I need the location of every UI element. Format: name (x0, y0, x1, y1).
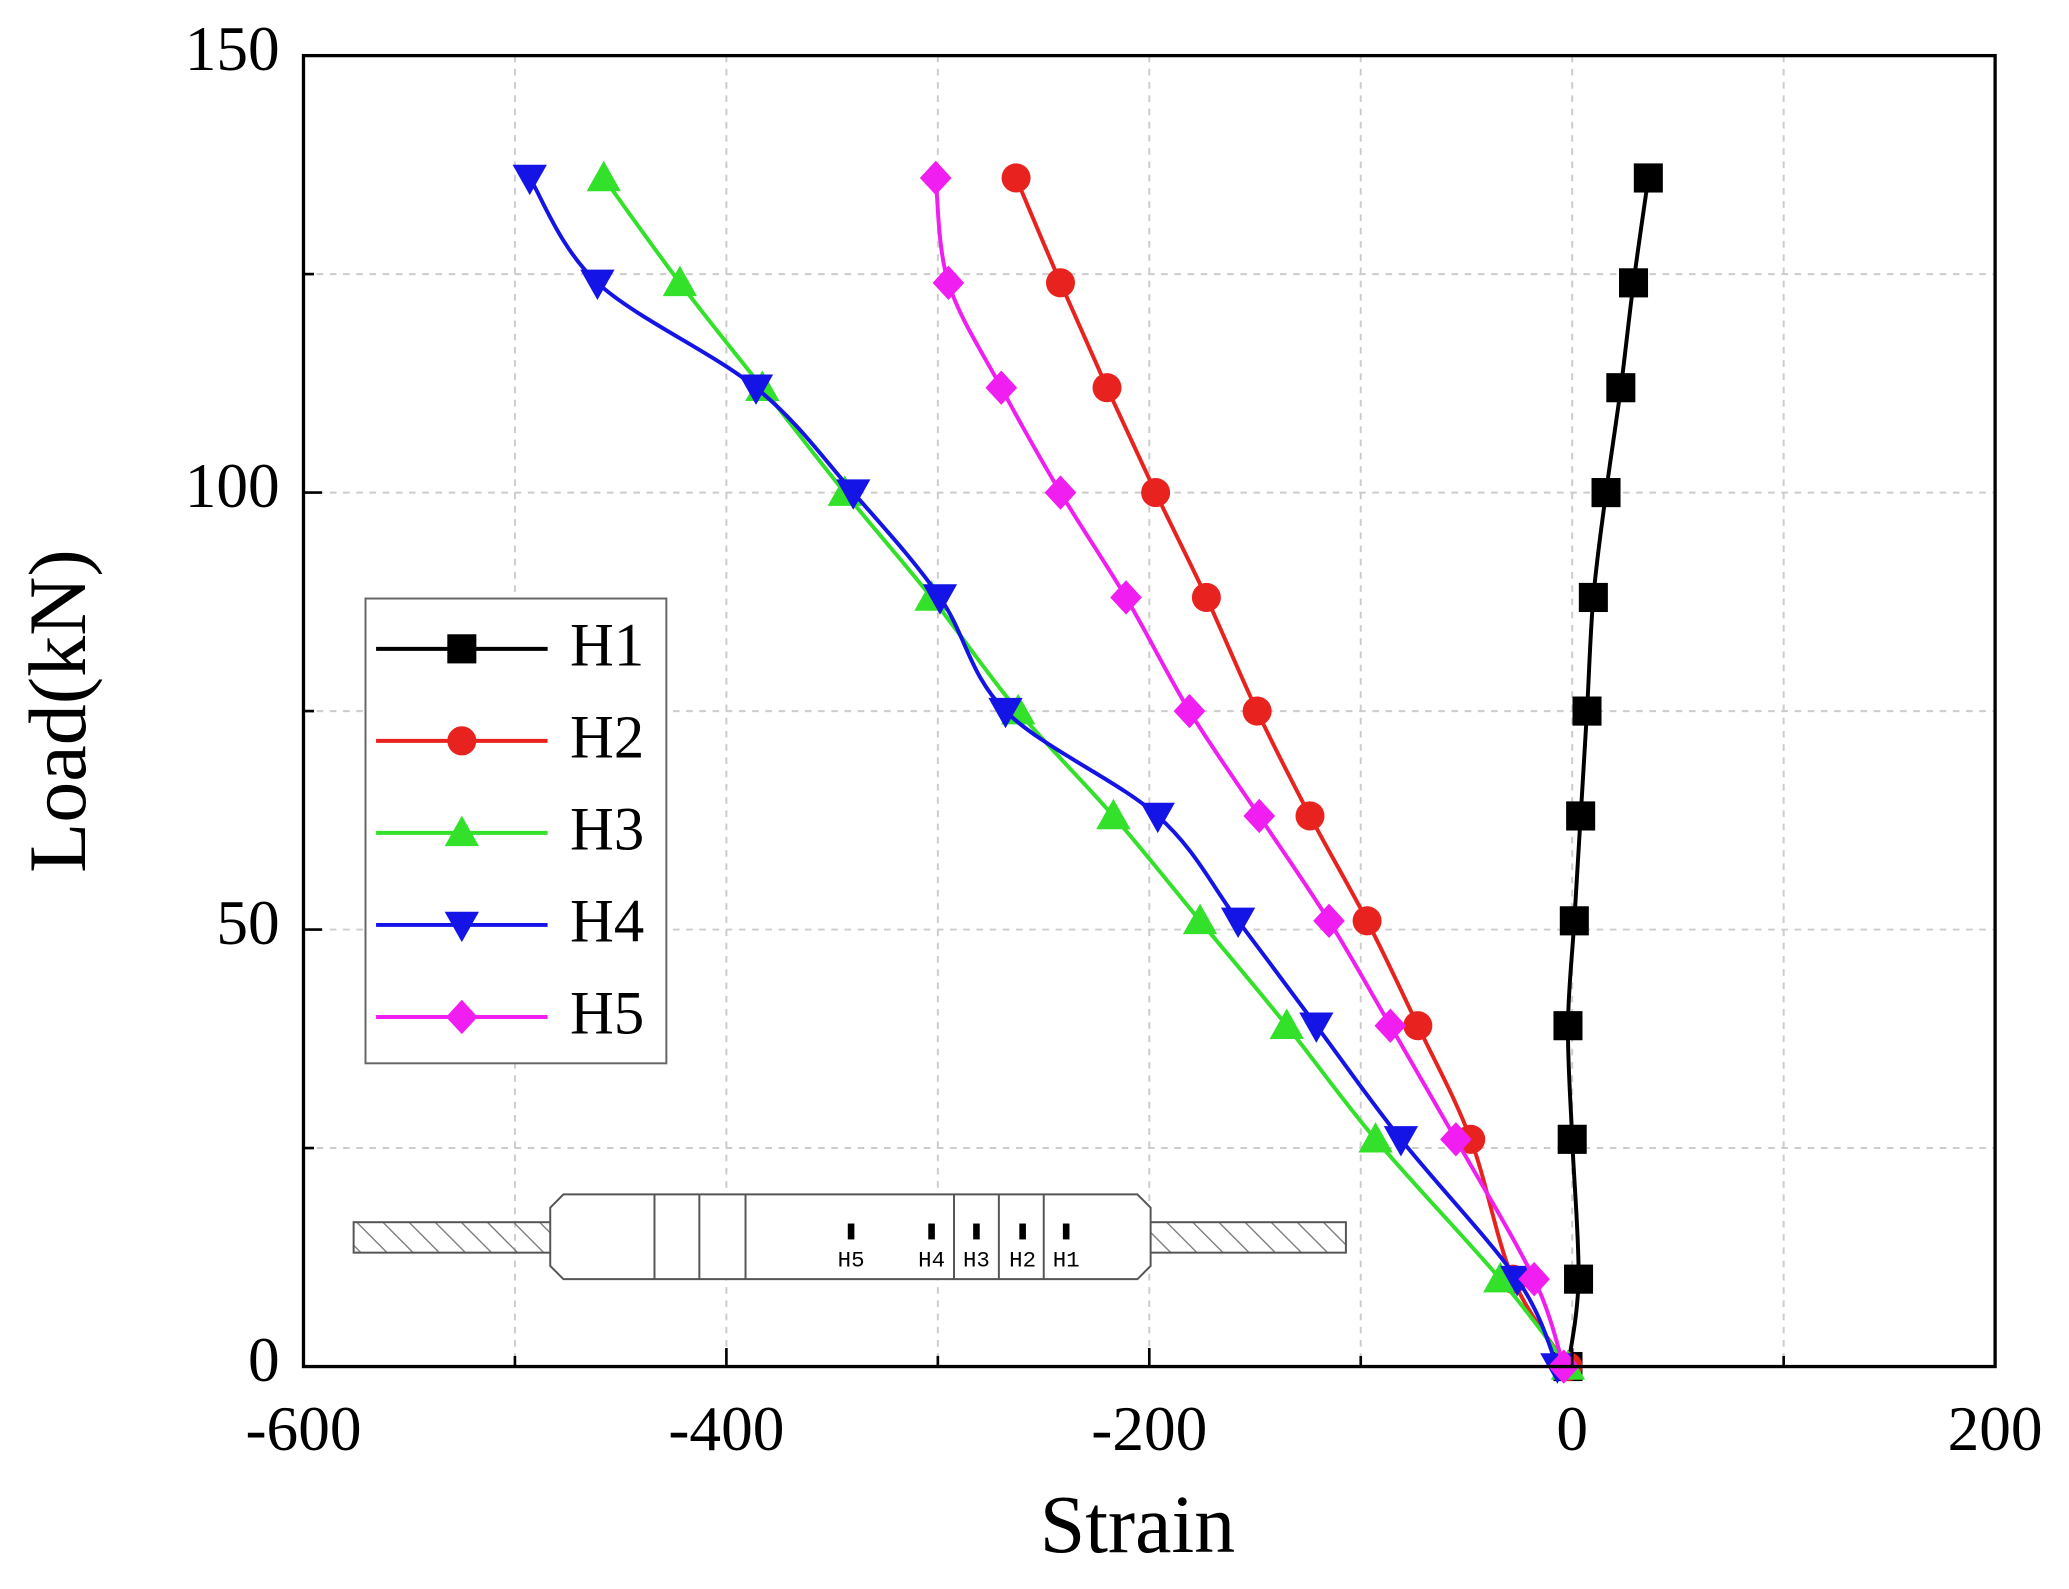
marker (1299, 1012, 1334, 1043)
marker (922, 584, 958, 615)
y-tick-label: 150 (185, 13, 280, 84)
inset-label: H3 (963, 1248, 990, 1274)
marker (1045, 268, 1076, 298)
x-tick-label: 200 (1948, 1393, 2043, 1464)
legend-label: H1 (570, 612, 644, 679)
marker (1044, 475, 1077, 510)
inset-label: H1 (1053, 1248, 1080, 1274)
inset-label: H4 (918, 1248, 945, 1274)
marker (1483, 1261, 1518, 1293)
marker (988, 697, 1023, 729)
marker (586, 160, 621, 192)
marker (1243, 798, 1276, 834)
series-line (933, 177, 1566, 1368)
legend-label: H4 (570, 888, 644, 955)
legend-label: H5 (570, 980, 644, 1047)
marker (662, 265, 698, 297)
x-tick-label: -600 (245, 1393, 361, 1464)
marker (1572, 696, 1602, 726)
marker (985, 370, 1018, 405)
marker (1358, 1122, 1393, 1153)
marker (1313, 903, 1345, 939)
marker (1352, 906, 1382, 936)
marker (836, 479, 871, 510)
series-line (602, 176, 1570, 1368)
y-tick-label: 50 (216, 887, 279, 958)
x-tick-label: 0 (1556, 1393, 1588, 1464)
marker (1564, 1264, 1594, 1294)
marker (1553, 1011, 1583, 1041)
marker (512, 164, 547, 196)
gauge (1062, 1223, 1070, 1240)
legend-label: H2 (570, 704, 644, 771)
marker (1182, 903, 1218, 935)
marker (1383, 1126, 1419, 1157)
marker (1092, 373, 1122, 403)
marker (1295, 801, 1325, 831)
marker (1591, 478, 1621, 508)
marker (1374, 1008, 1407, 1043)
marker (1173, 693, 1206, 729)
marker (1110, 580, 1142, 615)
marker (1606, 373, 1636, 403)
legend-label: H3 (570, 796, 644, 863)
marker (1518, 1261, 1550, 1297)
x-axis-title: Strain (1040, 1479, 1235, 1570)
marker (1403, 1011, 1433, 1041)
marker (1633, 163, 1663, 193)
marker (1578, 582, 1608, 613)
marker (738, 374, 774, 405)
marker (919, 160, 952, 196)
marker (1619, 268, 1649, 298)
marker (932, 265, 965, 301)
y-axis-title: Load(kN) (12, 549, 103, 873)
y-tick-label: 0 (248, 1324, 280, 1395)
gauge (847, 1223, 855, 1240)
marker (1269, 1008, 1304, 1039)
marker (1242, 696, 1272, 726)
gauge (928, 1223, 935, 1240)
marker (1191, 582, 1221, 613)
y-tick-label: 100 (185, 450, 280, 521)
series-line (528, 176, 1560, 1368)
marker (444, 911, 479, 943)
marker (1220, 907, 1256, 939)
marker (1001, 163, 1031, 193)
marker (1141, 478, 1171, 508)
marker (1096, 798, 1131, 830)
gauge (973, 1223, 980, 1240)
specimen-inset: H5 H4 H3 H2 H1 (352, 1193, 1347, 1281)
series-line (1565, 177, 1651, 1367)
marker (1559, 906, 1589, 936)
lines (512, 160, 1663, 1384)
x-tick-label: -200 (1091, 1393, 1207, 1464)
dividers (653, 1194, 1045, 1280)
gauge (1019, 1223, 1026, 1240)
x-tick-label: -400 (668, 1393, 784, 1464)
marker (1566, 801, 1596, 831)
inset-label: H5 (838, 1248, 865, 1274)
inset-label: H2 (1009, 1248, 1036, 1274)
marker (447, 634, 477, 664)
marker (1557, 1124, 1587, 1154)
marker (447, 726, 477, 756)
marker (580, 269, 615, 301)
marker (1140, 802, 1175, 834)
marker (444, 815, 479, 847)
